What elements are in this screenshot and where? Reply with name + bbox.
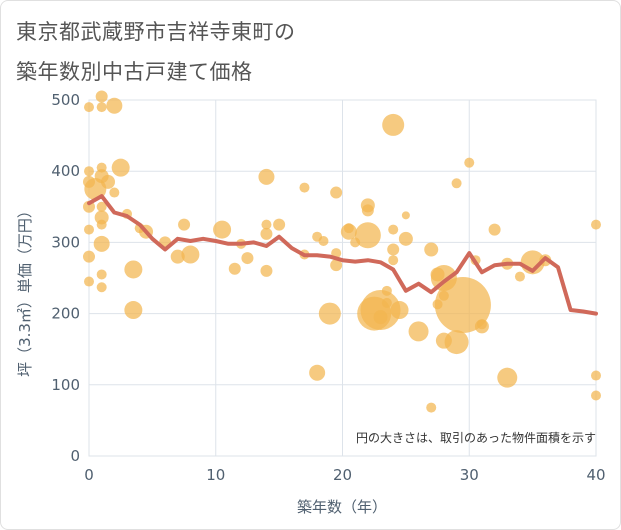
bubble [170,249,185,264]
bubble [101,174,116,189]
bubble [309,364,326,381]
bubble [426,402,437,413]
bubble [340,223,357,240]
bubble [124,260,143,279]
bubble [96,219,107,230]
bubble [94,210,109,225]
x-axis-title: 築年数（年） [297,498,387,516]
bubble [401,211,410,220]
y-tick-label: 300 [51,233,80,251]
y-tick-label: 500 [51,91,80,109]
x-tick-label: 20 [333,466,352,484]
bubble [434,277,491,334]
bubble [124,301,143,320]
bubble [181,245,200,264]
bubble [474,319,489,334]
bubble [514,271,525,282]
bubble [83,250,95,263]
bubble-layer [83,90,601,413]
bubble [330,186,343,199]
bubble [96,269,107,280]
bubble [387,243,400,256]
bubble [96,201,107,212]
bubble [464,157,475,168]
bubble [388,255,399,266]
bubble [591,219,601,230]
bubble [408,321,429,342]
bubble [95,90,108,103]
bubble-size-note: 円の大きさは、取引のあった物件面積を示す [356,430,596,445]
bubble [390,301,409,320]
bubble [84,166,94,177]
y-tick-label: 400 [51,162,80,180]
y-tick-label: 200 [51,305,80,323]
bubble [591,370,601,381]
average-price-line [87,194,598,316]
x-tick-label: 40 [586,466,605,484]
bubble [178,218,191,231]
bubble [260,227,273,240]
y-tick-label: 0 [70,447,80,465]
bubble [261,219,272,230]
bubble [84,102,94,113]
bubble [84,276,94,287]
bubble [241,252,254,265]
bubble [331,248,342,259]
bubble [273,218,286,231]
bubble [488,223,501,236]
bubble [109,187,120,198]
bubble [398,231,413,246]
bubble [373,310,388,325]
bubble [444,330,469,355]
chart-title-line1: 東京都武蔵野市吉祥寺東町の [16,20,296,44]
bubble [318,302,341,325]
tick-labels: 0 100 200 300 400 500 0 10 20 30 40 [51,91,605,484]
x-tick-label: 10 [206,466,225,484]
bubble [258,168,275,185]
average-line-layer [87,194,598,316]
bubble [330,259,343,272]
bubble [361,204,374,217]
bubble [381,297,392,308]
bubble [318,235,329,246]
chart-title-line2: 築年数別中古戸建て価格 [16,60,253,84]
bubble [213,220,232,239]
bubble [591,390,601,401]
bubble [381,285,392,296]
bubble [93,235,110,252]
y-tick-label: 100 [51,376,80,394]
bubble [354,222,381,249]
bubble [497,367,518,388]
bubble [106,97,123,114]
bubble [388,224,399,235]
x-tick-label: 30 [460,466,479,484]
bubble [424,242,439,257]
bubble [228,262,241,275]
bubble [84,224,94,235]
bubble [111,158,130,177]
x-tick-label: 0 [84,466,94,484]
bubble [96,102,107,113]
bubble [299,182,310,193]
bubble [382,113,405,136]
y-axis-title: 坪（3.3㎡）単価（万円） [16,203,34,377]
bubble [451,178,462,189]
bubble [96,282,107,293]
bubble [260,264,273,277]
